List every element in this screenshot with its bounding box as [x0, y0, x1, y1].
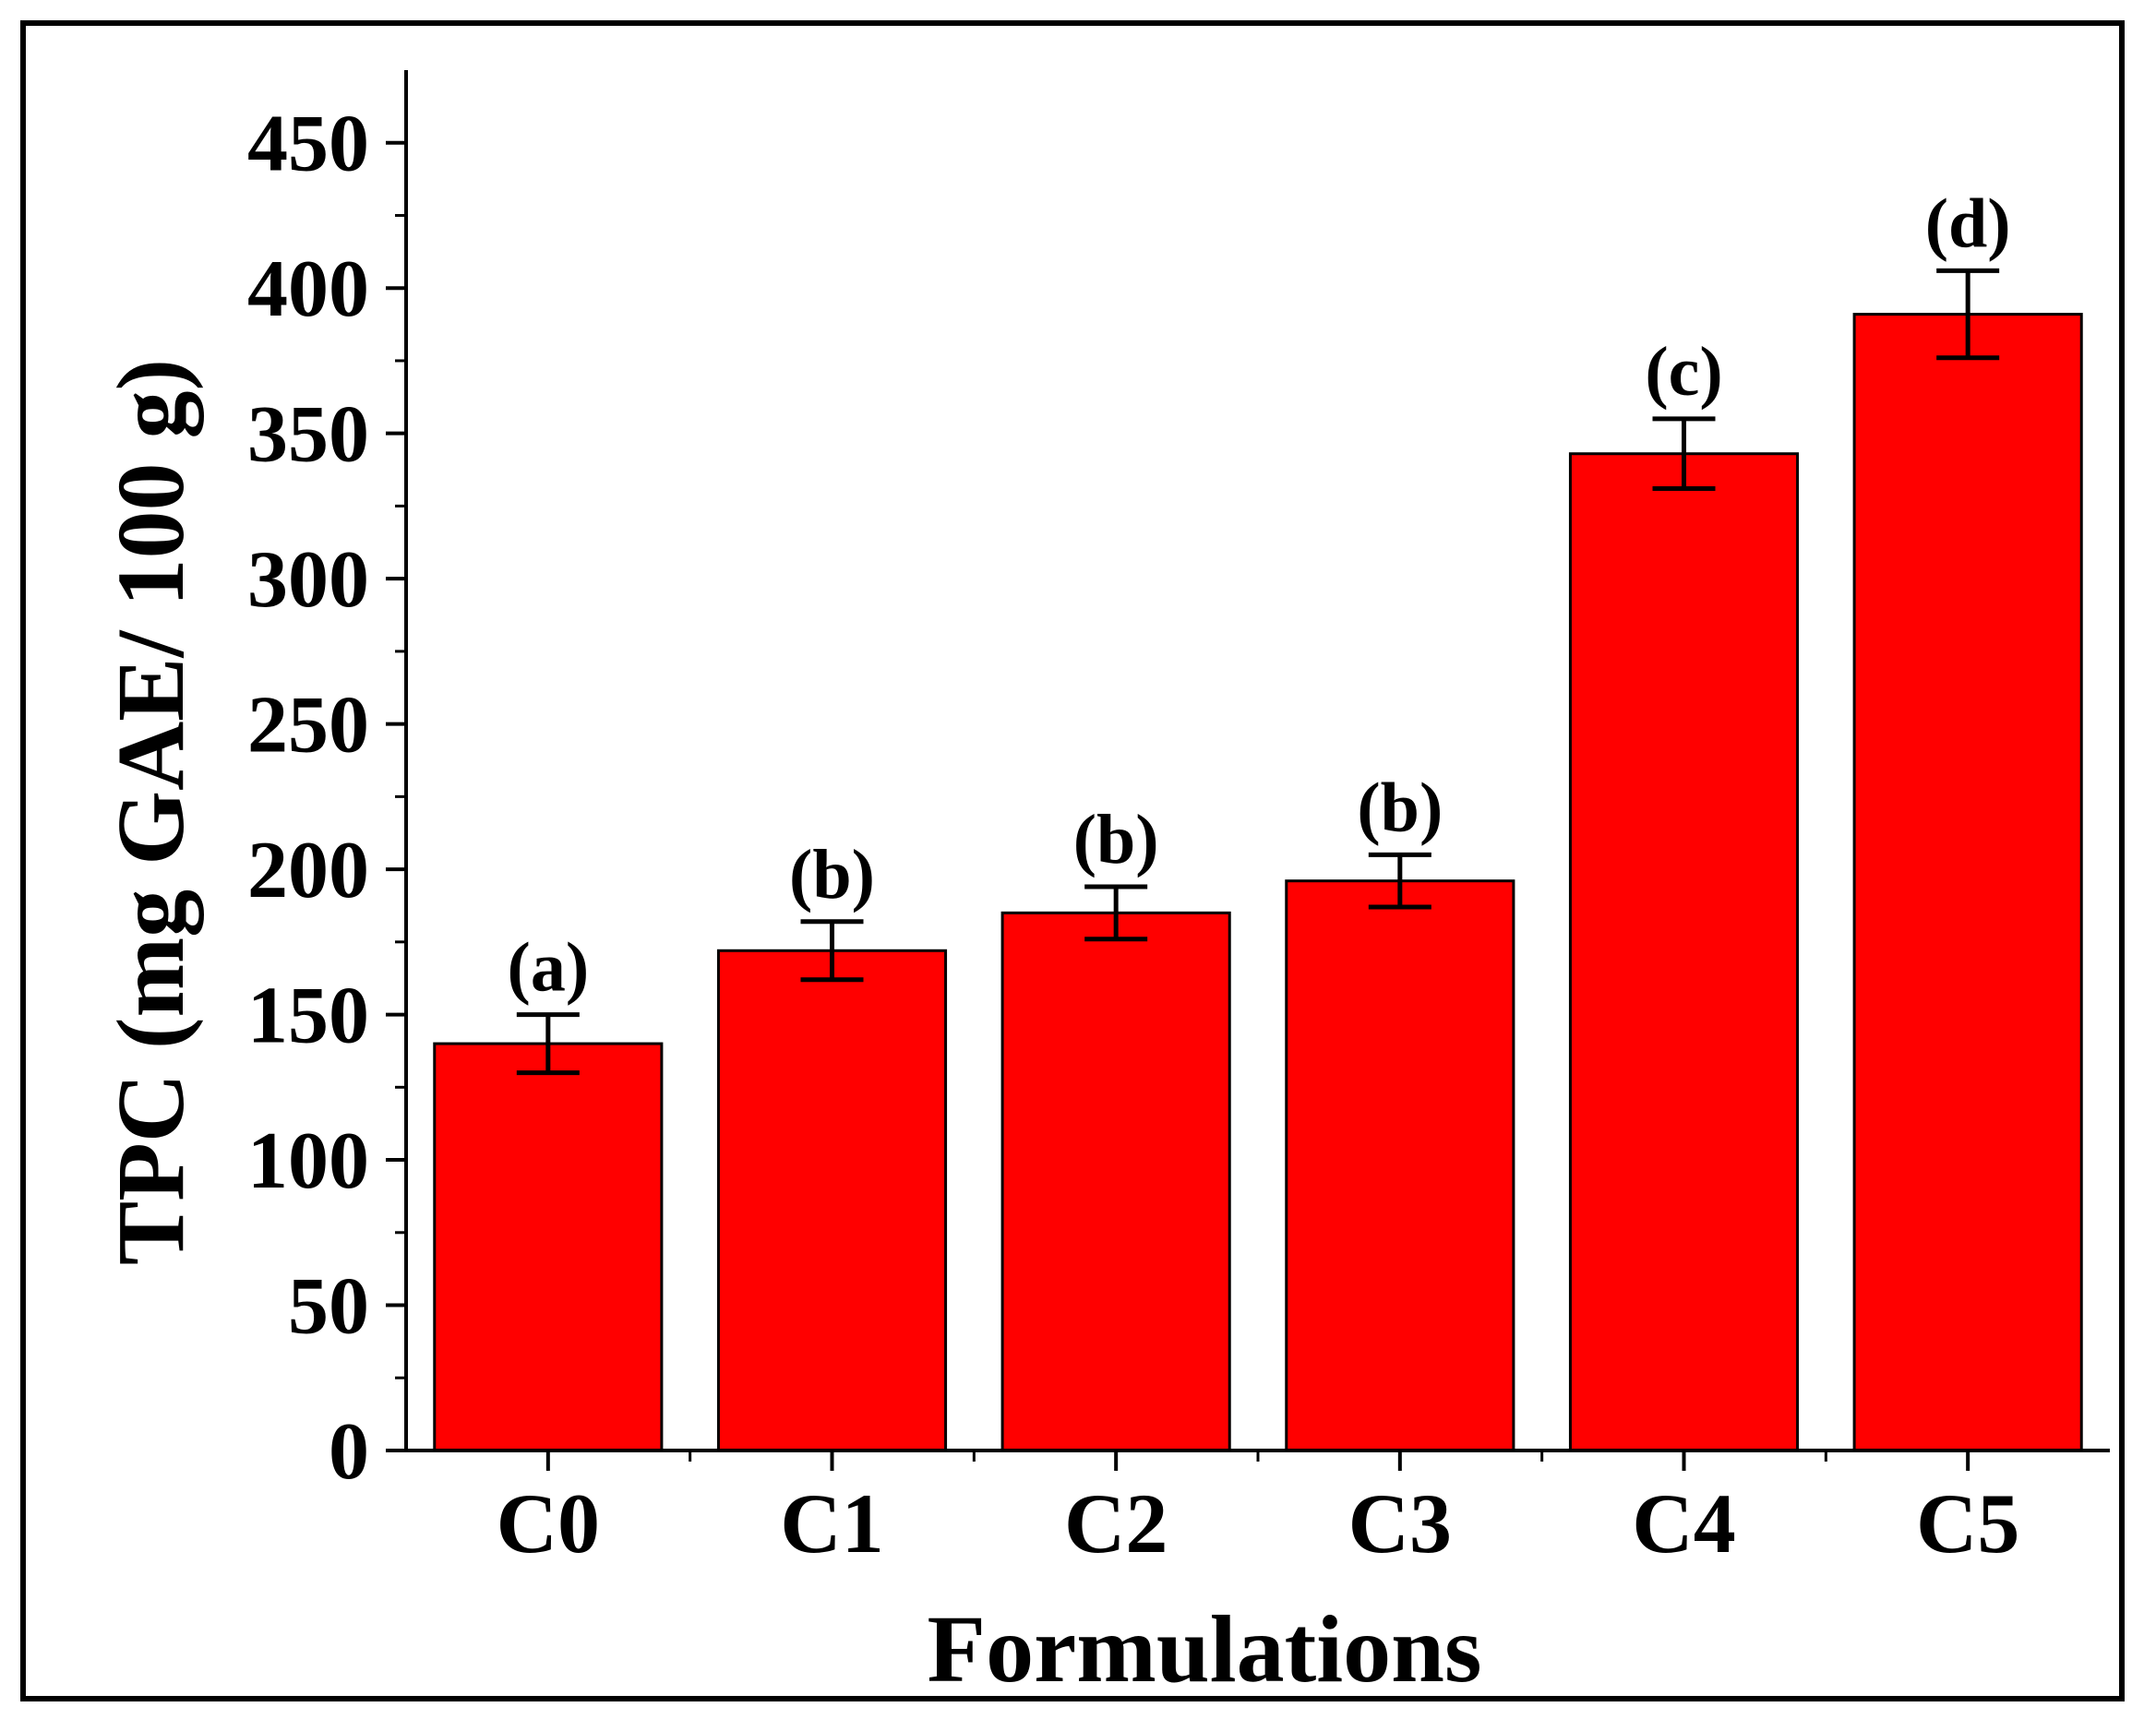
- x-tick-label-c3: C3: [1348, 1476, 1452, 1570]
- x-tick-label-c2: C2: [1064, 1476, 1168, 1570]
- error-bar-c1: [800, 919, 864, 983]
- y-tick-label-400: 400: [247, 245, 369, 334]
- y-tick-label-450: 450: [247, 100, 369, 189]
- y-axis-title: TPC (mg GAE/ 100 g): [98, 359, 204, 1265]
- significance-label-c5: (d): [1925, 185, 2011, 262]
- x-axis: C0 C1 C2 C3 C4 C5: [404, 1449, 2110, 1570]
- significance-label-c0: (a): [508, 929, 590, 1007]
- bar-c4: [1568, 452, 1800, 1452]
- error-bar-c2: [1084, 884, 1148, 942]
- bars-group: [433, 313, 2083, 1452]
- error-bar-c4: [1652, 416, 1716, 492]
- significance-label-c4: (c): [1645, 333, 1722, 411]
- significance-label-c2: (b): [1073, 801, 1159, 878]
- error-bar-c0: [516, 1012, 580, 1076]
- y-tick-label-200: 200: [247, 826, 369, 915]
- error-bar-c5: [1936, 268, 2000, 361]
- significance-labels-group: (a) (b) (b) (b) (c) (d): [508, 185, 2011, 1006]
- y-tick-label-100: 100: [247, 1116, 369, 1206]
- y-tick-label-300: 300: [247, 535, 369, 625]
- x-tick-label-c1: C1: [780, 1476, 883, 1570]
- error-bar-c3: [1368, 852, 1431, 910]
- x-tick-label-c0: C0: [497, 1476, 600, 1570]
- x-tick-label-c4: C4: [1632, 1476, 1735, 1570]
- x-axis-title: Formulations: [928, 1596, 1482, 1702]
- significance-label-c3: (b): [1357, 769, 1443, 846]
- bar-c5: [1852, 313, 2083, 1452]
- bar-c1: [716, 949, 948, 1452]
- x-tick-label-c5: C5: [1916, 1476, 2019, 1570]
- y-tick-label-150: 150: [247, 972, 369, 1061]
- figure-border: [20, 20, 2125, 1701]
- y-tick-label-350: 350: [247, 390, 369, 480]
- y-tick-label-0: 0: [329, 1407, 369, 1497]
- bar-c0: [433, 1042, 664, 1452]
- y-tick-label-50: 50: [288, 1262, 369, 1352]
- significance-label-c1: (b): [789, 836, 875, 913]
- bar-c3: [1285, 879, 1515, 1452]
- bar-c2: [1000, 911, 1231, 1452]
- error-bars-group: [516, 268, 2000, 1076]
- y-axis: 0 50 100 150 200 250 300 350 400 450: [247, 70, 408, 1497]
- y-tick-label-250: 250: [247, 681, 369, 770]
